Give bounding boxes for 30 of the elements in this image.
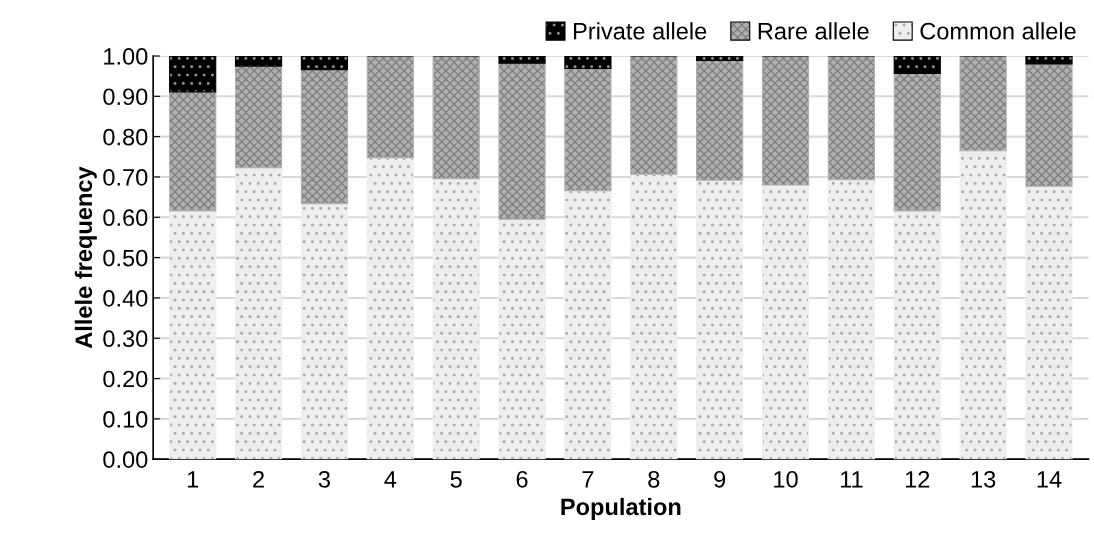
y-tick-label: 0.30 — [103, 330, 148, 348]
y-tick-label: 0.10 — [103, 410, 148, 428]
x-axis-title: Population — [561, 497, 681, 520]
legend-label: Rare allele — [758, 22, 869, 40]
legend-label: Common allele — [920, 22, 1076, 40]
x-tick-label: 8 — [648, 470, 660, 488]
x-tick-label: 7 — [582, 471, 594, 488]
y-tick-label: 0.40 — [103, 289, 148, 307]
x-tick-label: 12 — [905, 470, 930, 488]
x-tick-label: 11 — [840, 471, 863, 488]
y-tick-label: 0.20 — [103, 370, 148, 388]
y-tick-label: 0.00 — [103, 451, 148, 468]
y-tick-label: 0.80 — [103, 128, 148, 146]
x-tick-label: 9 — [714, 470, 726, 488]
y-tick-label: 0.90 — [103, 88, 148, 106]
y-axis-title: Allele frequency — [74, 166, 97, 349]
x-tick-label: 3 — [318, 470, 330, 488]
x-tick-label: 2 — [253, 470, 264, 488]
x-tick-label: 6 — [516, 470, 528, 488]
y-tick-label: 0.70 — [103, 169, 148, 186]
x-tick-label: 1 — [187, 471, 199, 488]
legend-label: Private allele — [574, 22, 707, 40]
x-tick-label: 14 — [1037, 471, 1062, 488]
y-tick-label: 0.60 — [103, 209, 148, 227]
x-tick-label: 4 — [384, 471, 397, 488]
y-tick-label: 1.00 — [104, 48, 148, 65]
x-tick-label: 10 — [774, 470, 798, 488]
x-tick-label: 5 — [450, 471, 462, 488]
x-tick-label: 13 — [971, 470, 996, 488]
y-tick-label: 0.50 — [103, 249, 148, 267]
